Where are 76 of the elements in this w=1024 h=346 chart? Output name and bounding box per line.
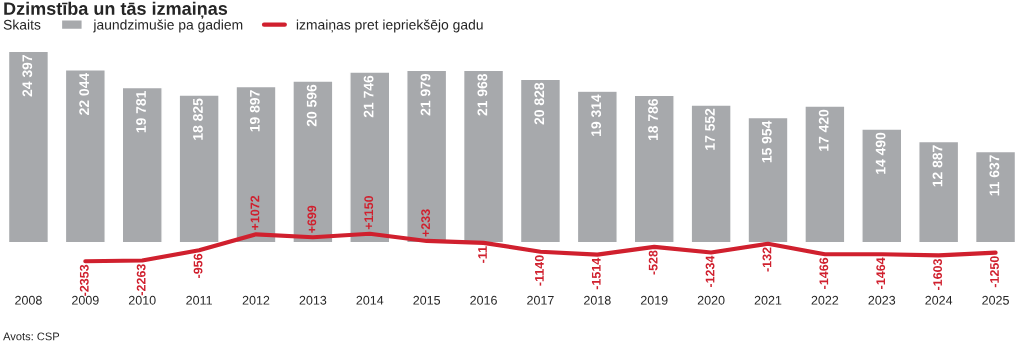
x-tick-label: 2025 [982, 295, 1009, 305]
data-label: -1250 [990, 256, 999, 288]
bar [861, 128, 903, 244]
data-label: -11 [478, 246, 487, 263]
chart-title: Dzimstība un tās izmaiņas [4, 1, 228, 19]
bar [576, 90, 618, 244]
bar [121, 86, 163, 244]
text: Avots: CSP [3, 332, 60, 341]
x-tick-label: 2018 [584, 295, 611, 305]
x-tick-label: 2021 [754, 295, 782, 305]
bar [235, 85, 277, 244]
data-label: -1603 [933, 258, 943, 290]
x-tick-label: 2024 [925, 295, 953, 305]
bar [462, 69, 505, 244]
data-label: 17 552 [705, 108, 715, 150]
x-tick-label: 2011 [186, 295, 212, 305]
data-label: 17 420 [818, 109, 829, 151]
bar [974, 150, 1017, 244]
x-tick-label: 2022 [811, 295, 839, 305]
legend-label: jaundzimušie pa gadiem [93, 19, 243, 33]
x-tick-label: 2017 [527, 295, 554, 305]
bar [519, 78, 562, 244]
data-label: +1072 [250, 195, 260, 230]
bar [747, 116, 789, 244]
data-label: 21 968 [477, 73, 488, 116]
bar [406, 69, 448, 244]
data-label: +1150 [364, 195, 374, 230]
data-label: 21 746 [363, 75, 374, 118]
x-tick-label: 2015 [413, 295, 441, 305]
bar [7, 50, 50, 244]
data-label: -2353 [79, 264, 89, 296]
x-tick-label: 2019 [640, 295, 668, 305]
data-label: -1234 [705, 255, 715, 288]
data-label: 18 825 [193, 98, 203, 140]
data-label: +233 [421, 209, 431, 237]
data-label: 20 596 [306, 84, 317, 127]
data-label: 21 979 [420, 73, 431, 116]
bar [64, 69, 106, 244]
data-label: 11 637 [989, 155, 1000, 196]
x-tick-label: 2014 [356, 295, 384, 305]
data-label: 14 490 [875, 132, 886, 174]
data-label: 19 781 [136, 91, 146, 133]
legend-title: Skaits [3, 19, 41, 30]
data-label: -132 [762, 247, 772, 272]
bar [690, 104, 732, 244]
data-label: 19 897 [249, 90, 260, 132]
data-label: -956 [193, 253, 203, 278]
data-label: -1140 [534, 255, 544, 286]
x-tick-label: 2010 [128, 295, 156, 305]
legend-label: izmaiņas pret iepriekšējo gadu [296, 19, 483, 33]
x-tick-label: 2023 [868, 295, 896, 305]
data-label: -1514 [591, 257, 601, 290]
data-label: -528 [648, 250, 658, 275]
bar [349, 71, 391, 244]
bar [804, 105, 846, 244]
data-label: -1464 [876, 257, 886, 289]
data-label: 19 314 [591, 94, 602, 136]
x-tick-label: 2016 [470, 295, 497, 305]
x-tick-label: 2013 [299, 295, 327, 305]
bar [292, 80, 334, 244]
bar [633, 94, 675, 244]
x-tick-label: 2009 [72, 295, 99, 305]
data-label: 20 828 [534, 82, 545, 125]
bar [178, 94, 220, 244]
data-label: 18 786 [648, 98, 658, 141]
data-label: 15 954 [761, 120, 772, 163]
data-label: 12 887 [932, 145, 943, 187]
data-label: -1466 [819, 257, 829, 289]
data-label: -2263 [136, 264, 146, 296]
data-label: 22 044 [79, 72, 90, 115]
x-tick-label: 2008 [15, 295, 42, 305]
bar [918, 140, 960, 244]
x-tick-label: 2020 [697, 295, 725, 305]
data-label: 24 397 [22, 55, 33, 97]
data-label: +699 [307, 205, 317, 233]
x-tick-label: 2012 [242, 295, 270, 305]
